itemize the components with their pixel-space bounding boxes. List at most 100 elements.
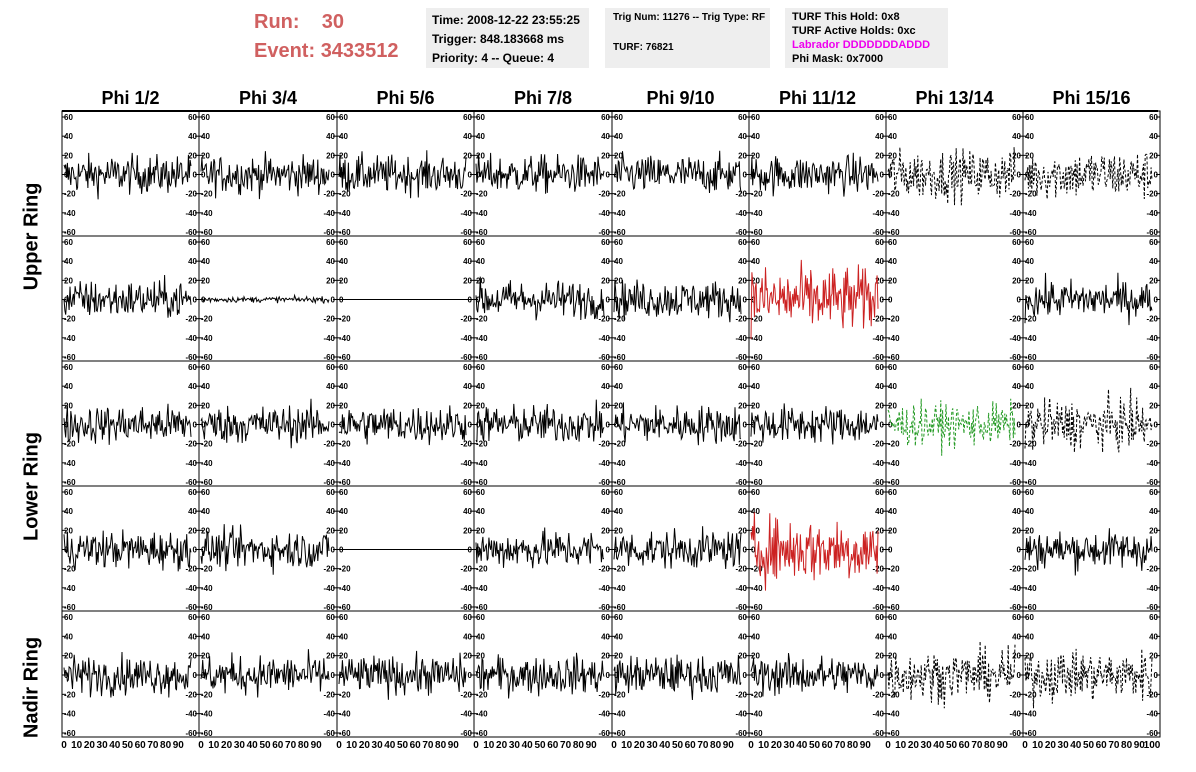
y-tick-label: 40 <box>188 132 197 141</box>
y-tick-label: 40 <box>476 382 485 391</box>
y-tick-label: -60 <box>323 729 335 738</box>
y-tick-label: 40 <box>1025 507 1034 516</box>
y-tick-label: -60 <box>64 228 76 237</box>
y-tick-label: 60 <box>875 238 884 247</box>
waveform-normal-r0-c2 <box>338 150 467 199</box>
column-header: Phi 5/6 <box>376 88 434 108</box>
y-tick-label: 20 <box>751 401 760 410</box>
y-tick-label: 60 <box>201 238 210 247</box>
y-tick-label: -60 <box>751 478 763 487</box>
y-tick-label: -20 <box>460 315 472 324</box>
y-tick-label: -60 <box>185 729 197 738</box>
y-tick-label: 60 <box>1025 488 1034 497</box>
x-tick-label: 60 <box>135 740 147 751</box>
y-tick-label: 20 <box>339 276 348 285</box>
y-tick-label: -40 <box>598 710 610 719</box>
y-tick-label: 60 <box>188 488 197 497</box>
y-tick-label: 60 <box>888 113 897 122</box>
y-tick-label: 60 <box>1149 488 1158 497</box>
y-tick-label: -20 <box>339 315 351 324</box>
y-tick-label: 60 <box>601 613 610 622</box>
y-tick-label: -20 <box>460 565 472 574</box>
y-tick-label: -20 <box>323 565 335 574</box>
y-tick-label: 40 <box>614 257 623 266</box>
x-tick-label: 10 <box>895 740 907 751</box>
y-tick-label: 60 <box>1025 113 1034 122</box>
y-tick-label: 60 <box>201 488 210 497</box>
panel-frame <box>885 610 1024 738</box>
panel-frame <box>1022 360 1161 487</box>
y-tick-label: -60 <box>1009 478 1021 487</box>
y-tick-label: -40 <box>1025 459 1037 468</box>
y-tick-label: -40 <box>614 710 626 719</box>
waveform-normal-r4-c1 <box>200 649 330 698</box>
y-tick-label: -60 <box>598 353 610 362</box>
y-tick-label: 20 <box>1025 151 1034 160</box>
y-tick-label: -60 <box>460 478 472 487</box>
waveform-normal-r0-c1 <box>200 151 330 200</box>
y-tick-label: 40 <box>188 257 197 266</box>
y-tick-label: -40 <box>476 459 488 468</box>
y-tick-label: -60 <box>1025 729 1037 738</box>
y-tick-label: -20 <box>339 440 351 449</box>
y-tick-label: 60 <box>463 238 472 247</box>
y-tick-label: 20 <box>463 151 472 160</box>
y-tick-label: 20 <box>201 652 210 661</box>
x-tick-label: 20 <box>84 740 96 751</box>
x-tick-label: 60 <box>822 740 834 751</box>
y-tick-label: 60 <box>614 113 623 122</box>
y-tick-label: -20 <box>1025 440 1037 449</box>
y-tick-label: -60 <box>476 478 488 487</box>
y-tick-label: 20 <box>201 401 210 410</box>
y-tick-label: 0 <box>1025 171 1030 180</box>
x-tick-label: 40 <box>247 740 259 751</box>
y-tick-label: 60 <box>738 488 747 497</box>
waveform-normal-r1-c4 <box>613 279 742 323</box>
y-tick-label: -20 <box>185 565 197 574</box>
y-tick-label: 60 <box>326 113 335 122</box>
x-tick-label: 90 <box>723 740 735 751</box>
y-tick-label: -20 <box>201 440 213 449</box>
y-tick-label: -60 <box>323 353 335 362</box>
y-tick-label: 0 <box>888 171 893 180</box>
y-tick-label: -60 <box>872 603 884 612</box>
y-tick-label: -20 <box>751 190 763 199</box>
y-tick-label: 20 <box>888 526 897 535</box>
y-tick-label: 20 <box>326 276 335 285</box>
turf-info-box: TURF This Hold: 0x8 TURF Active Holds: 0… <box>785 8 948 68</box>
y-tick-label: -20 <box>598 690 610 699</box>
y-tick-label: -20 <box>1025 190 1037 199</box>
y-tick-label: 20 <box>875 276 884 285</box>
event-label-text: Event: <box>254 40 316 62</box>
y-tick-label: -40 <box>323 584 335 593</box>
y-tick-label: 60 <box>1012 488 1021 497</box>
y-tick-label: 20 <box>463 276 472 285</box>
y-tick-label: 60 <box>601 113 610 122</box>
y-tick-label: 40 <box>751 382 760 391</box>
y-tick-label: -40 <box>64 584 76 593</box>
y-tick-label: 40 <box>326 257 335 266</box>
y-tick-label: -40 <box>614 334 626 343</box>
waveform-normal-r2-c1 <box>200 398 330 449</box>
y-tick-label: 40 <box>875 632 884 641</box>
y-tick-label: -20 <box>1146 440 1158 449</box>
y-tick-label: 40 <box>326 507 335 516</box>
y-tick-label: -40 <box>735 209 747 218</box>
y-tick-label: -60 <box>339 228 351 237</box>
y-tick-label: -40 <box>460 710 472 719</box>
y-tick-label: -20 <box>614 315 626 324</box>
y-tick-label: 0 <box>476 296 481 305</box>
y-tick-label: 40 <box>1012 382 1021 391</box>
y-tick-label: 40 <box>1149 132 1158 141</box>
y-tick-label: 60 <box>614 238 623 247</box>
y-tick-label: 20 <box>601 526 610 535</box>
y-tick-label: -60 <box>598 729 610 738</box>
y-tick-label: -60 <box>614 729 626 738</box>
x-tick-label: 10 <box>621 740 633 751</box>
y-tick-label: 40 <box>463 632 472 641</box>
x-tick-label: 70 <box>697 740 709 751</box>
y-tick-label: -20 <box>185 440 197 449</box>
y-tick-label: 60 <box>1149 238 1158 247</box>
x-tick-label: 60 <box>547 740 559 751</box>
y-tick-label: 20 <box>188 526 197 535</box>
